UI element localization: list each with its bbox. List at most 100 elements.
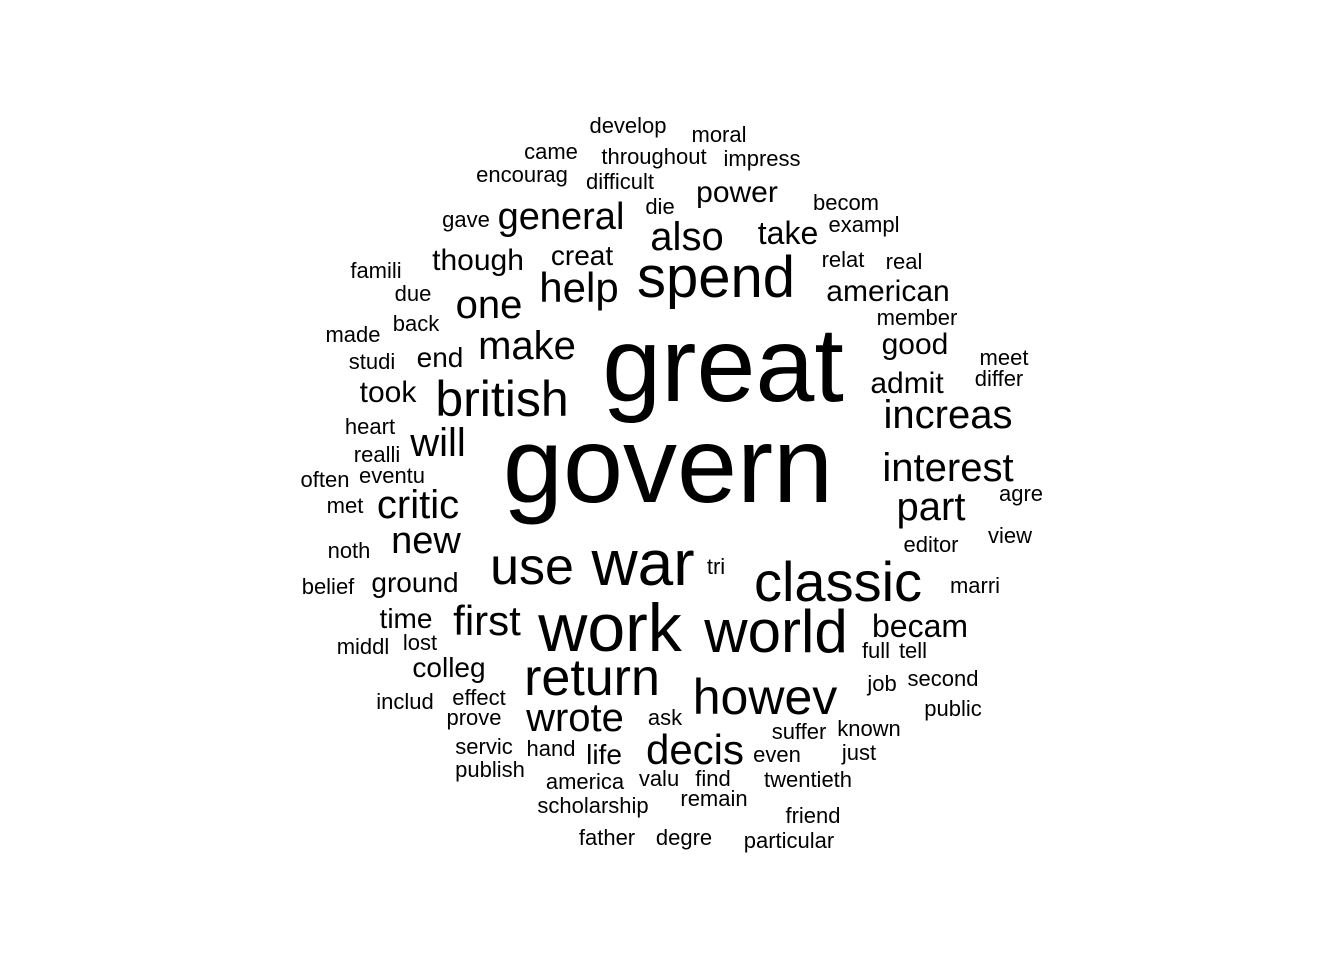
word-decis: decis [645,726,745,773]
word-noth: noth [327,538,371,563]
word-american: american [826,275,950,308]
word-becam: becam [871,608,969,644]
word-tri: tri [706,554,726,579]
word-exampl: exampl [828,212,900,237]
word-ask: ask [647,705,683,730]
word-friend: friend [785,803,841,828]
word-admit: admit [870,367,944,400]
word-met: met [326,493,364,518]
word-spend: spend [636,245,796,310]
word-ground: ground [371,567,459,598]
word-publish: publish [455,757,525,782]
word-meet: meet [979,345,1029,370]
word-effect: effect [452,685,506,710]
word-includ: includ [376,689,434,714]
word-even: even [753,742,801,767]
word-work: work [538,590,682,666]
word-though: though [432,244,524,277]
word-difficult: difficult [585,169,655,194]
word-agre: agre [998,481,1044,506]
word-make: make [478,324,576,368]
word-realli: realli [353,442,401,467]
word-one: one [455,283,523,327]
word-great: great [602,306,844,424]
word-twentieth: twentieth [763,767,853,792]
word-also: also [650,215,724,259]
word-take: take [757,215,819,251]
word-howev: howev [692,669,838,725]
word-suffer: suffer [771,719,827,744]
word-war: war [591,527,695,599]
word-tell: tell [898,638,928,663]
word-differ: differ [974,366,1024,391]
word-world: world [704,598,848,665]
word-first: first [453,597,521,644]
word-public: public [924,696,982,721]
word-job: job [867,671,897,696]
word-becom: becom [812,190,880,215]
word-increas: increas [883,393,1013,437]
word-took: took [359,376,417,409]
word-govern: govern [502,404,834,525]
word-just: just [841,740,877,765]
word-made: made [325,322,381,347]
word-valu: valu [638,766,680,791]
word-return: return [524,649,660,707]
word-often: often [300,467,350,492]
word-america: america [545,769,625,794]
word-view: view [987,523,1033,548]
word-known: known [837,716,901,741]
word-creat: creat [550,240,614,271]
word-relat: relat [821,247,865,272]
word-part: part [896,485,966,529]
word-life: life [586,739,622,770]
word-interest: interest [882,446,1014,490]
word-die: die [645,194,675,219]
word-develop: develop [589,113,667,138]
word-throughout: throughout [601,144,707,169]
word-famili: famili [350,258,402,283]
word-use: use [490,538,574,596]
word-remain: remain [680,786,748,811]
word-particular: particular [743,828,835,853]
word-middl: middl [336,634,390,659]
word-classic: classic [753,550,923,613]
word-wrote: wrote [526,696,624,740]
word-impress: impress [723,146,801,171]
word-second: second [907,666,979,691]
word-find: find [695,766,731,791]
word-time: time [379,603,433,634]
word-back: back [392,311,440,336]
word-encourag: encourag [476,162,568,187]
word-eventu: eventu [358,463,426,488]
word-came: came [524,139,578,164]
word-father: father [578,825,636,850]
word-critic: critic [376,483,460,527]
word-gave: gave [442,207,490,232]
word-lost: lost [402,630,438,655]
word-power: power [696,176,778,209]
word-end: end [416,342,464,373]
word-moral: moral [691,122,747,147]
word-belief: belief [301,574,355,599]
word-full: full [861,638,891,663]
word-heart: heart [344,414,396,439]
word-editor: editor [903,532,959,557]
word-marri: marri [949,573,1001,598]
word-new: new [391,520,461,562]
word-general: general [497,196,625,238]
word-british: british [435,371,569,427]
word-real: real [885,249,923,274]
word-hand: hand [526,736,576,761]
word-studi: studi [348,349,396,374]
word-prove: prove [446,705,502,730]
word-due: due [394,281,432,306]
word-will: will [410,421,466,465]
word-good: good [881,328,949,361]
word-scholarship: scholarship [537,793,649,818]
word-degre: degre [655,825,713,850]
word-help: help [539,264,619,311]
word-servic: servic [455,734,513,759]
word-colleg: colleg [412,652,486,683]
